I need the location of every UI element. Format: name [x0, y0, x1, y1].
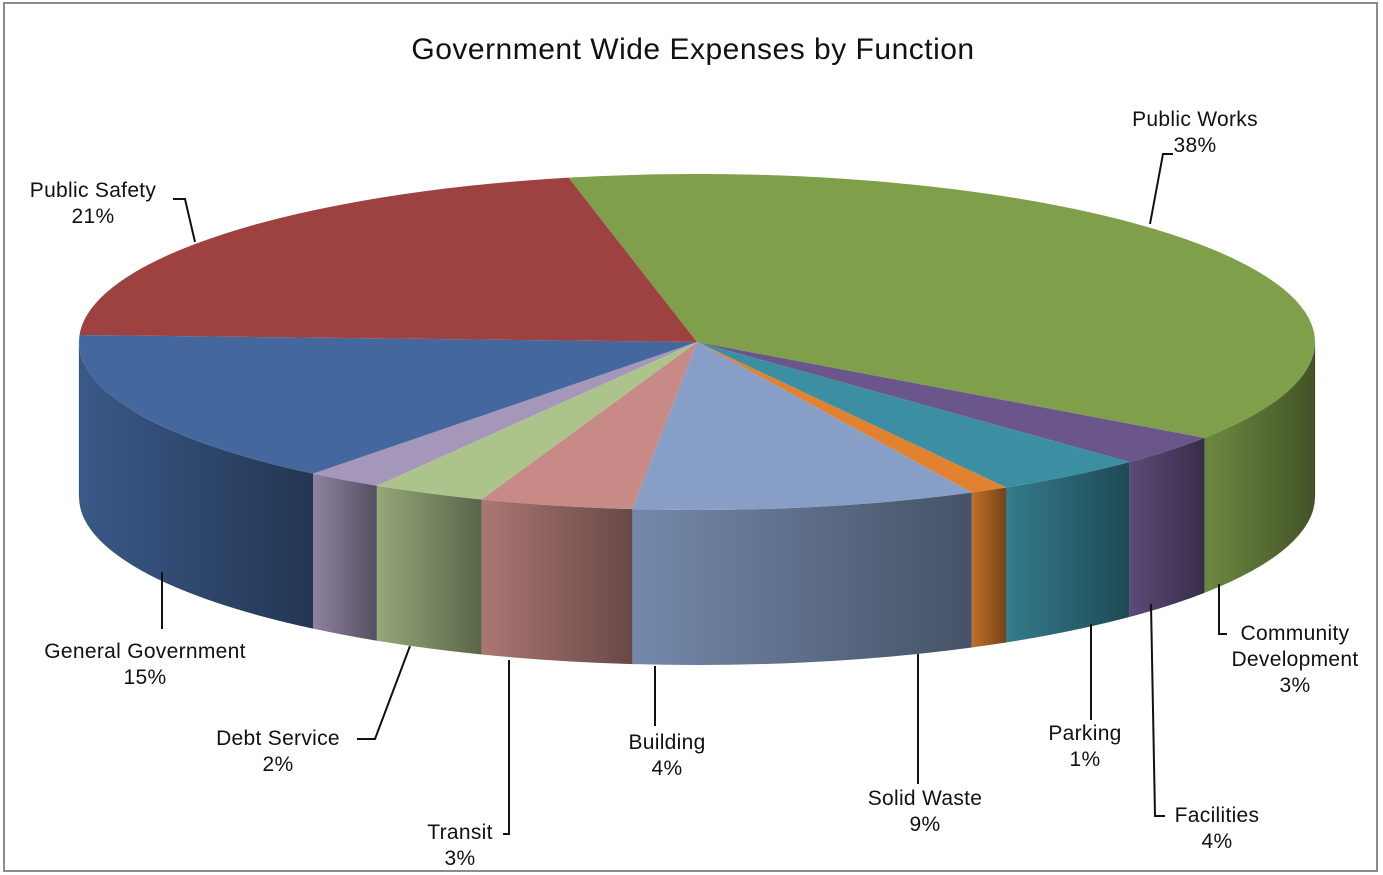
leader-lines	[161, 153, 1227, 835]
leader-line-debt-service	[357, 645, 411, 740]
data-label-public-works: Public Works 38%	[1132, 108, 1258, 157]
slice-side-parking	[971, 487, 1006, 648]
pie-sides	[78, 342, 1316, 665]
data-label-facilities: Facilities 4%	[1175, 804, 1260, 853]
pie-rim-edge	[78, 342, 1316, 497]
slice-side-public-works	[1204, 342, 1315, 593]
slice-community-development	[697, 342, 1205, 463]
data-label-solid-waste: Solid Waste 9%	[868, 787, 983, 836]
slice-solid-waste	[632, 342, 972, 511]
leader-line-transit	[503, 660, 510, 835]
pie-chart: Government Wide Expenses by Function Pub…	[30, 33, 1358, 870]
slice-side-facilities	[1006, 462, 1130, 643]
data-label-debt-service: Debt Service 2%	[216, 727, 340, 776]
slice-building	[481, 342, 697, 510]
slice-public-safety	[79, 177, 697, 342]
slice-general-government	[79, 334, 697, 474]
data-label-transit: Transit 3%	[427, 821, 493, 870]
leader-line-public-works	[1149, 153, 1173, 225]
slice-side-debt-service	[313, 473, 377, 641]
data-label-community-development: Community Development 3%	[1231, 622, 1358, 697]
pie-top	[79, 174, 1316, 511]
chart-frame: Government Wide Expenses by Function Pub…	[3, 2, 1378, 872]
slice-transit	[376, 342, 697, 500]
slice-debt-service	[313, 342, 697, 486]
slice-side-community-development	[1129, 437, 1205, 618]
slice-side-general-government	[79, 342, 314, 629]
slice-public-works	[568, 174, 1316, 438]
chart-title: Government Wide Expenses by Function	[411, 33, 974, 66]
data-labels: Public Works 38% Community Development 3% Fac…	[30, 108, 1358, 870]
slice-side-transit	[376, 485, 482, 655]
leader-line-facilities	[1150, 603, 1165, 817]
leader-line-community-development	[1218, 584, 1227, 635]
data-label-parking: Parking 1%	[1048, 722, 1121, 771]
slice-side-solid-waste	[632, 492, 972, 665]
data-label-public-safety: Public Safety 21%	[30, 179, 157, 228]
leader-line-public-safety	[173, 198, 196, 243]
slice-facilities	[697, 342, 1130, 488]
data-label-general-government: General Government 15%	[44, 640, 246, 689]
data-label-building: Building 4%	[628, 731, 705, 780]
slice-parking	[697, 342, 1006, 493]
slice-side-building	[481, 499, 633, 665]
